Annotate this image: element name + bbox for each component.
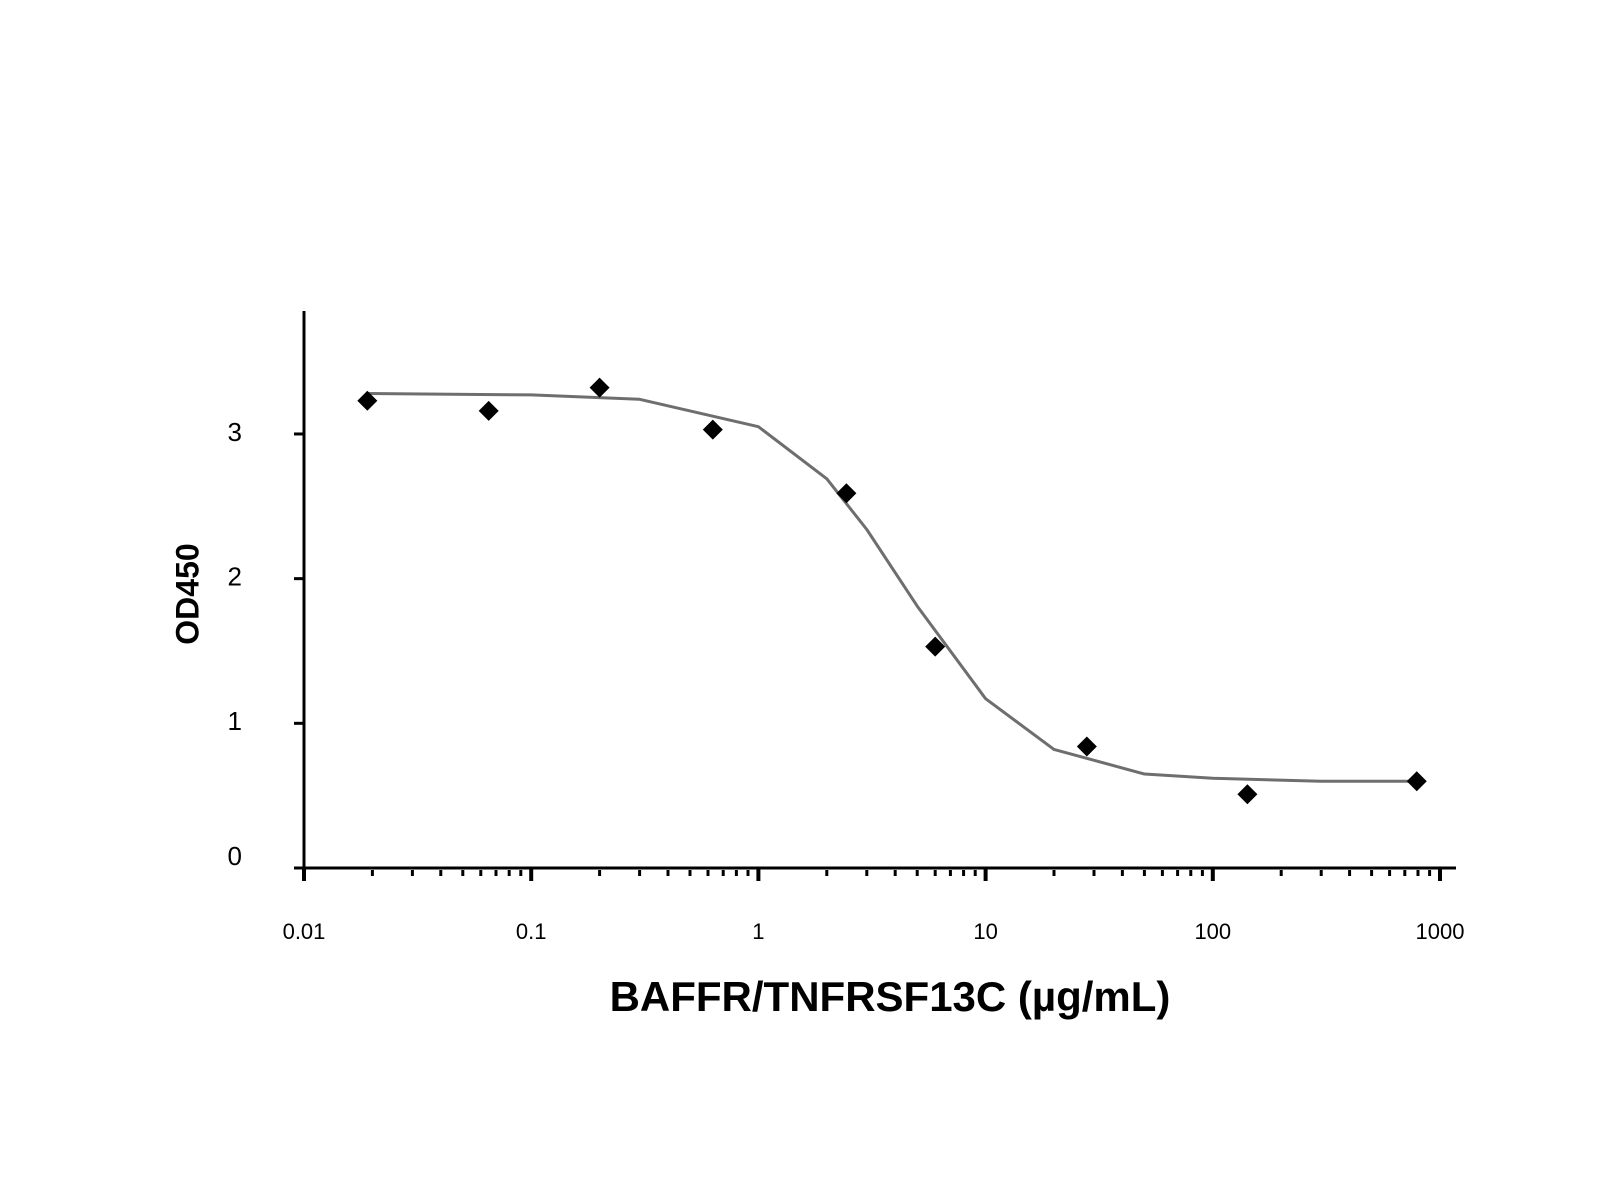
data-point	[478, 400, 499, 421]
y-axis-title: OD450	[169, 543, 205, 644]
data-point	[589, 377, 610, 398]
x-tick-label: 1	[752, 919, 764, 944]
x-tick-label: 100	[1194, 919, 1231, 944]
data-point	[357, 390, 378, 411]
x-tick-label: 10	[973, 919, 997, 944]
x-tick-label: 1000	[1416, 919, 1465, 944]
fit-curve	[367, 392, 1417, 783]
data-point	[925, 636, 946, 657]
y-tick-label: 2	[228, 562, 242, 592]
data-point	[702, 419, 723, 440]
x-tick-label: 0.01	[283, 919, 326, 944]
data-point	[1406, 771, 1427, 792]
y-tick-label: 0	[228, 841, 242, 871]
data-point	[1237, 784, 1258, 805]
x-axis-title: BAFFR/TNFRSF13C (µg/mL)	[610, 973, 1171, 1020]
data-point	[1076, 736, 1097, 757]
x-tick-label: 0.1	[516, 919, 547, 944]
y-tick-label: 3	[228, 417, 242, 447]
data-point	[836, 483, 857, 504]
y-tick-label: 1	[228, 706, 242, 736]
